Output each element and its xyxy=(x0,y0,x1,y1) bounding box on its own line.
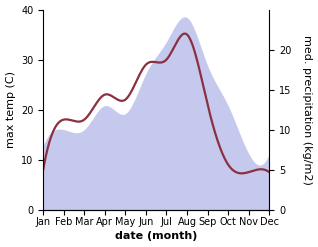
Y-axis label: max temp (C): max temp (C) xyxy=(5,71,16,148)
Y-axis label: med. precipitation (kg/m2): med. precipitation (kg/m2) xyxy=(302,35,313,185)
X-axis label: date (month): date (month) xyxy=(115,231,197,242)
